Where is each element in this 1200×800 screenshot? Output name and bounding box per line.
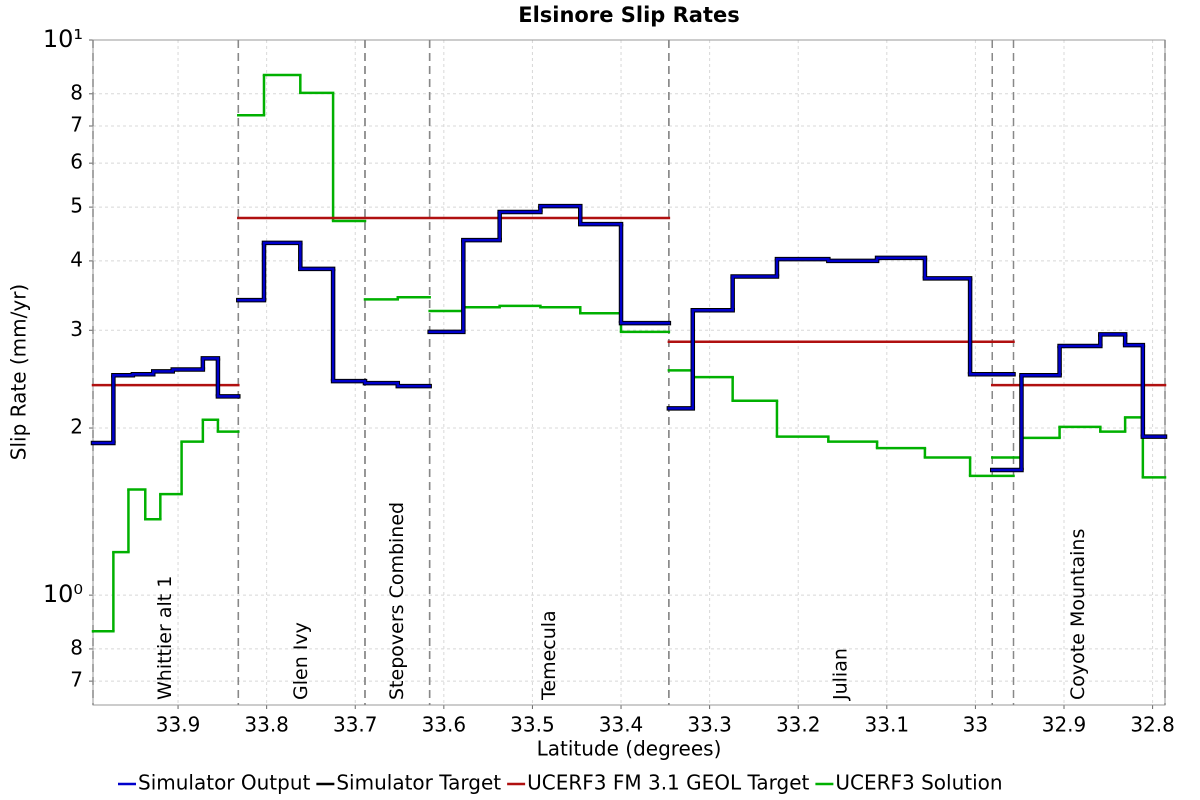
x-tick-label: 33.3 [687,713,732,737]
x-tick-label: 32.9 [1042,713,1087,737]
section-label: Coyote Mountains [1067,529,1089,700]
x-tick-label: 33 [963,713,988,737]
y-tick-label: 3 [70,317,83,341]
section-label: Whittier alt 1 [154,576,176,700]
section-label: Julian [830,648,852,701]
legend-label: UCERF3 FM 3.1 GEOL Target [527,771,809,795]
chart-title: Elsinore Slip Rates [518,3,740,27]
y-tick-label: 10⁰ [43,580,83,608]
x-tick-label: 33.5 [510,713,555,737]
section-label: Glen Ivy [290,622,312,700]
y-tick-label: 7 [70,668,83,692]
legend-label: Simulator Target [336,771,501,795]
x-tick-label: 33.1 [865,713,910,737]
legend-label: UCERF3 Solution [835,771,1002,795]
section-label: Temecula [538,610,560,701]
section-label: Stepovers Combined [386,502,408,700]
y-tick-label: 8 [70,80,83,104]
y-tick-label: 2 [70,415,83,439]
legend-label: Simulator Output [138,771,311,795]
y-axis-label: Slip Rate (mm/yr) [7,284,31,460]
y-tick-label: 10¹ [43,25,83,53]
y-tick-label: 6 [70,150,83,174]
x-tick-label: 32.8 [1130,713,1175,737]
y-tick-label: 8 [70,635,83,659]
x-axis-label: Latitude (degrees) [537,737,722,761]
x-tick-label: 33.7 [333,713,378,737]
x-tick-label: 33.9 [156,713,201,737]
x-tick-label: 33.2 [776,713,821,737]
x-tick-label: 33.4 [599,713,644,737]
y-tick-label: 7 [70,112,83,136]
x-tick-label: 33.8 [244,713,289,737]
x-tick-label: 33.6 [422,713,467,737]
y-tick-label: 5 [70,194,83,218]
y-tick-label: 4 [70,247,83,271]
